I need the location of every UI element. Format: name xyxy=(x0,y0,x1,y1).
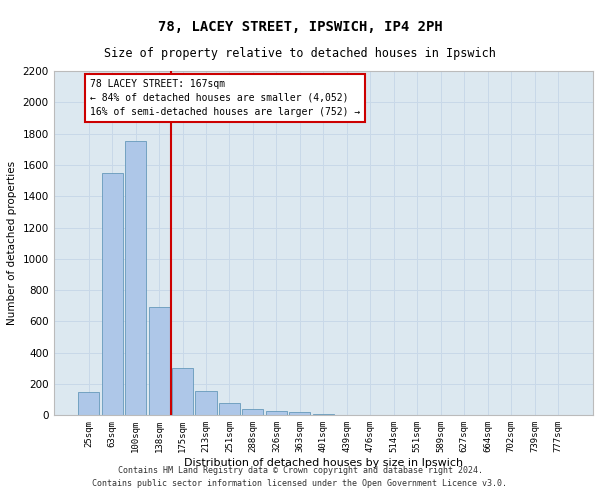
Text: Contains HM Land Registry data © Crown copyright and database right 2024.
Contai: Contains HM Land Registry data © Crown c… xyxy=(92,466,508,487)
Bar xyxy=(219,403,240,415)
Text: 78, LACEY STREET, IPSWICH, IP4 2PH: 78, LACEY STREET, IPSWICH, IP4 2PH xyxy=(158,20,442,34)
Bar xyxy=(125,142,146,416)
Bar xyxy=(196,391,217,415)
Bar xyxy=(266,412,287,416)
Text: 78 LACEY STREET: 167sqm
← 84% of detached houses are smaller (4,052)
16% of semi: 78 LACEY STREET: 167sqm ← 84% of detache… xyxy=(90,79,360,117)
Bar xyxy=(242,409,263,416)
Bar xyxy=(289,412,310,416)
Bar xyxy=(336,414,358,416)
X-axis label: Distribution of detached houses by size in Ipswich: Distribution of detached houses by size … xyxy=(184,458,463,468)
Text: Size of property relative to detached houses in Ipswich: Size of property relative to detached ho… xyxy=(104,48,496,60)
Bar xyxy=(313,414,334,416)
Y-axis label: Number of detached properties: Number of detached properties xyxy=(7,161,17,325)
Bar xyxy=(78,392,99,415)
Bar xyxy=(149,306,170,416)
Bar xyxy=(172,368,193,416)
Bar xyxy=(101,172,123,416)
